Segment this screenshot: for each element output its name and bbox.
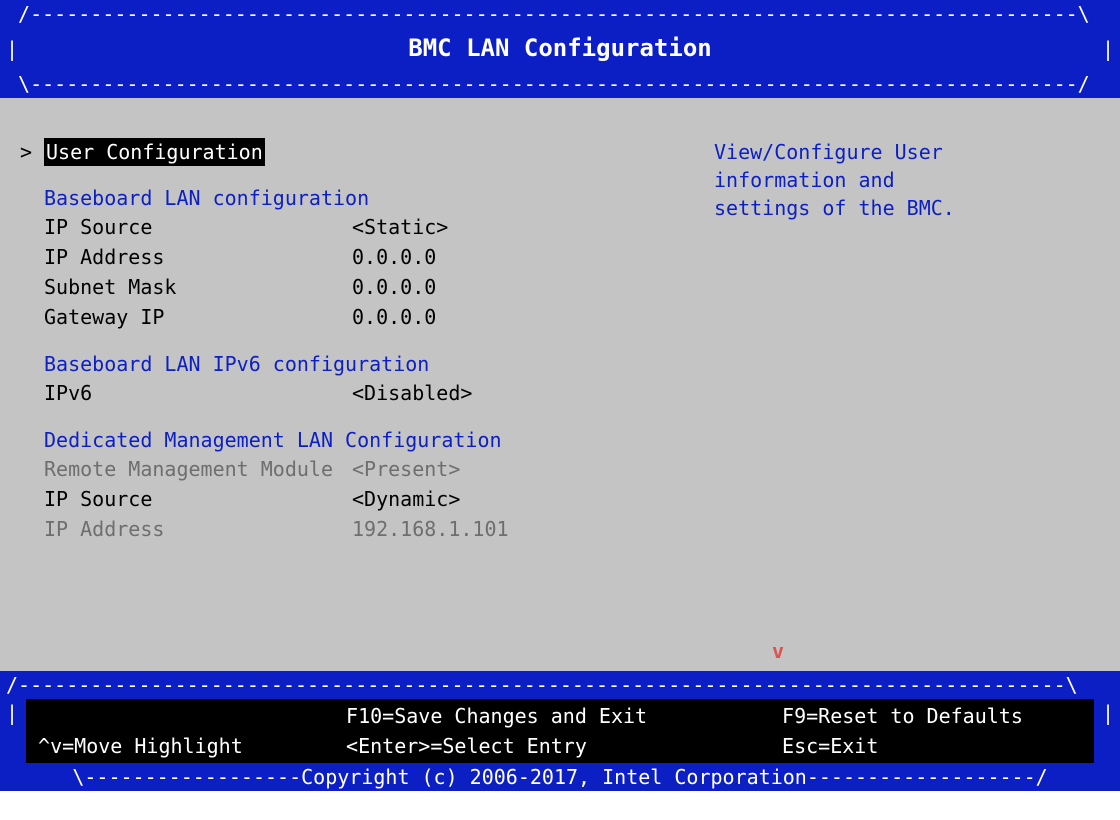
footer-border-top: /---------------------------------------… — [6, 671, 1114, 699]
menu-item-user-configuration[interactable]: > User Configuration — [20, 138, 704, 166]
footer-key-hint: Esc=Exit — [782, 732, 1086, 760]
title-bar: /---------------------------------------… — [0, 0, 1120, 98]
config-row[interactable]: Subnet Mask0.0.0.0 — [20, 272, 704, 302]
footer-key-hint: F10=Save Changes and Exit — [346, 702, 782, 730]
help-line: information and — [714, 166, 1106, 194]
help-line: settings of the BMC. — [714, 194, 1106, 222]
section-header: Dedicated Management LAN Configuration — [20, 426, 704, 454]
config-value: <Disabled> — [352, 379, 472, 407]
config-label: Gateway IP — [44, 303, 352, 331]
main-panel: > User Configuration Baseboard LAN confi… — [0, 98, 1120, 671]
config-value: 0.0.0.0 — [352, 243, 436, 271]
footer-key-hint: ^v=Move Highlight — [34, 732, 346, 760]
scroll-down-icon: v — [772, 637, 784, 665]
copyright-row: \------------------Copyright (c) 2006-20… — [6, 763, 1114, 791]
footer-help: F10=Save Changes and Exit F9=Reset to De… — [26, 699, 1094, 763]
section-header: Baseboard LAN IPv6 configuration — [20, 350, 704, 378]
config-row[interactable]: IPv6<Disabled> — [20, 378, 704, 408]
config-label: IP Source — [44, 213, 352, 241]
config-row: Remote Management Module<Present> — [20, 454, 704, 484]
selected-menu-label: User Configuration — [44, 138, 265, 166]
title-pipe-right: | — [1102, 35, 1114, 63]
config-row[interactable]: Gateway IP0.0.0.0 — [20, 302, 704, 332]
footer-pipe-right: | — [1102, 699, 1114, 763]
title-pipe-left: | — [6, 35, 18, 63]
footer-key-hint: <Enter>=Select Entry — [346, 732, 782, 760]
config-value: <Dynamic> — [352, 485, 460, 513]
footer-key-hint: F9=Reset to Defaults — [782, 702, 1086, 730]
submenu-arrow-icon: > — [20, 138, 44, 166]
config-row[interactable]: IP Address0.0.0.0 — [20, 242, 704, 272]
title-border-top: /---------------------------------------… — [0, 0, 1120, 28]
config-row[interactable]: IP Source<Static> — [20, 212, 704, 242]
copyright-text: Copyright (c) 2006-2017, Intel Corporati… — [301, 765, 807, 789]
menu-column: > User Configuration Baseboard LAN confi… — [14, 104, 704, 671]
config-value: 0.0.0.0 — [352, 303, 436, 331]
config-value: <Static> — [352, 213, 448, 241]
config-label: Remote Management Module — [44, 455, 352, 483]
config-value: <Present> — [352, 455, 460, 483]
config-label: Subnet Mask — [44, 273, 352, 301]
help-line: View/Configure User — [714, 138, 1106, 166]
config-row[interactable]: IP Source<Dynamic> — [20, 484, 704, 514]
config-value: 0.0.0.0 — [352, 273, 436, 301]
config-value: 192.168.1.101 — [352, 515, 509, 543]
config-label: IP Source — [44, 485, 352, 513]
config-label: IP Address — [44, 243, 352, 271]
title-border-bottom: \---------------------------------------… — [0, 70, 1120, 98]
footer-pipe-left: | — [6, 699, 18, 763]
help-panel: View/Configure User information and sett… — [704, 104, 1106, 671]
config-label: IP Address — [44, 515, 352, 543]
config-label: IPv6 — [44, 379, 352, 407]
footer-bar: /---------------------------------------… — [0, 671, 1120, 791]
section-header: Baseboard LAN configuration — [20, 184, 704, 212]
page-title: BMC LAN Configuration — [18, 32, 1102, 66]
config-row: IP Address192.168.1.101 — [20, 514, 704, 544]
